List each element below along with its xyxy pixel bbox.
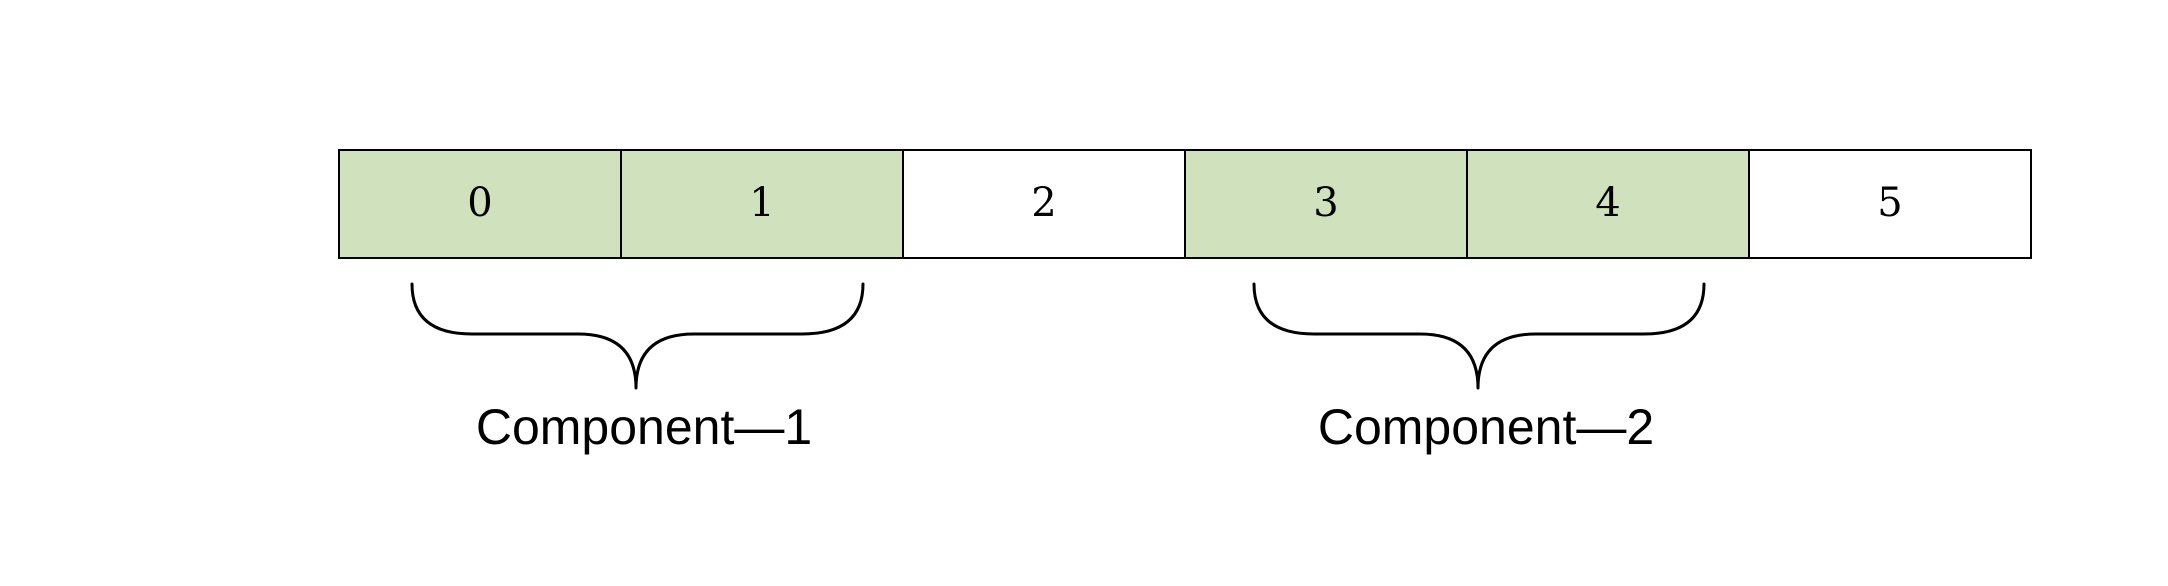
array-cell-0-box — [338, 149, 622, 259]
component-1-label: Component—1 — [476, 399, 812, 455]
array-cell-4-label: 4 — [1595, 180, 1620, 226]
array-cell-4: 4 — [1466, 149, 1750, 259]
array-cell-5: 5 — [1748, 149, 2032, 259]
array-cell-3-box — [1184, 149, 1468, 259]
component-2: Component—2 — [1252, 282, 1706, 455]
array-cells: 0 1 2 3 4 5 — [338, 149, 2032, 259]
array-cell-1: 1 — [620, 149, 904, 259]
array-cell-2: 2 — [902, 149, 1186, 259]
array-cell-3-label: 3 — [1313, 180, 1338, 226]
array-cell-1-box — [620, 149, 904, 259]
array-cell-2-box — [902, 149, 1186, 259]
array-cell-4-box — [1466, 149, 1750, 259]
array-cell-2-label: 2 — [1031, 180, 1056, 226]
array-cell-0-label: 0 — [467, 180, 492, 226]
array-cell-5-label: 5 — [1877, 180, 1902, 226]
array-cell-5-box — [1748, 149, 2032, 259]
component-1-brace-icon — [410, 282, 865, 390]
component-2-brace-icon — [1252, 282, 1706, 390]
array-cell-1-label: 1 — [749, 180, 774, 226]
component-2-label: Component—2 — [1318, 399, 1654, 455]
component-1: Component—1 — [410, 282, 865, 455]
array-cell-0: 0 — [338, 149, 622, 259]
array-cell-3: 3 — [1184, 149, 1468, 259]
